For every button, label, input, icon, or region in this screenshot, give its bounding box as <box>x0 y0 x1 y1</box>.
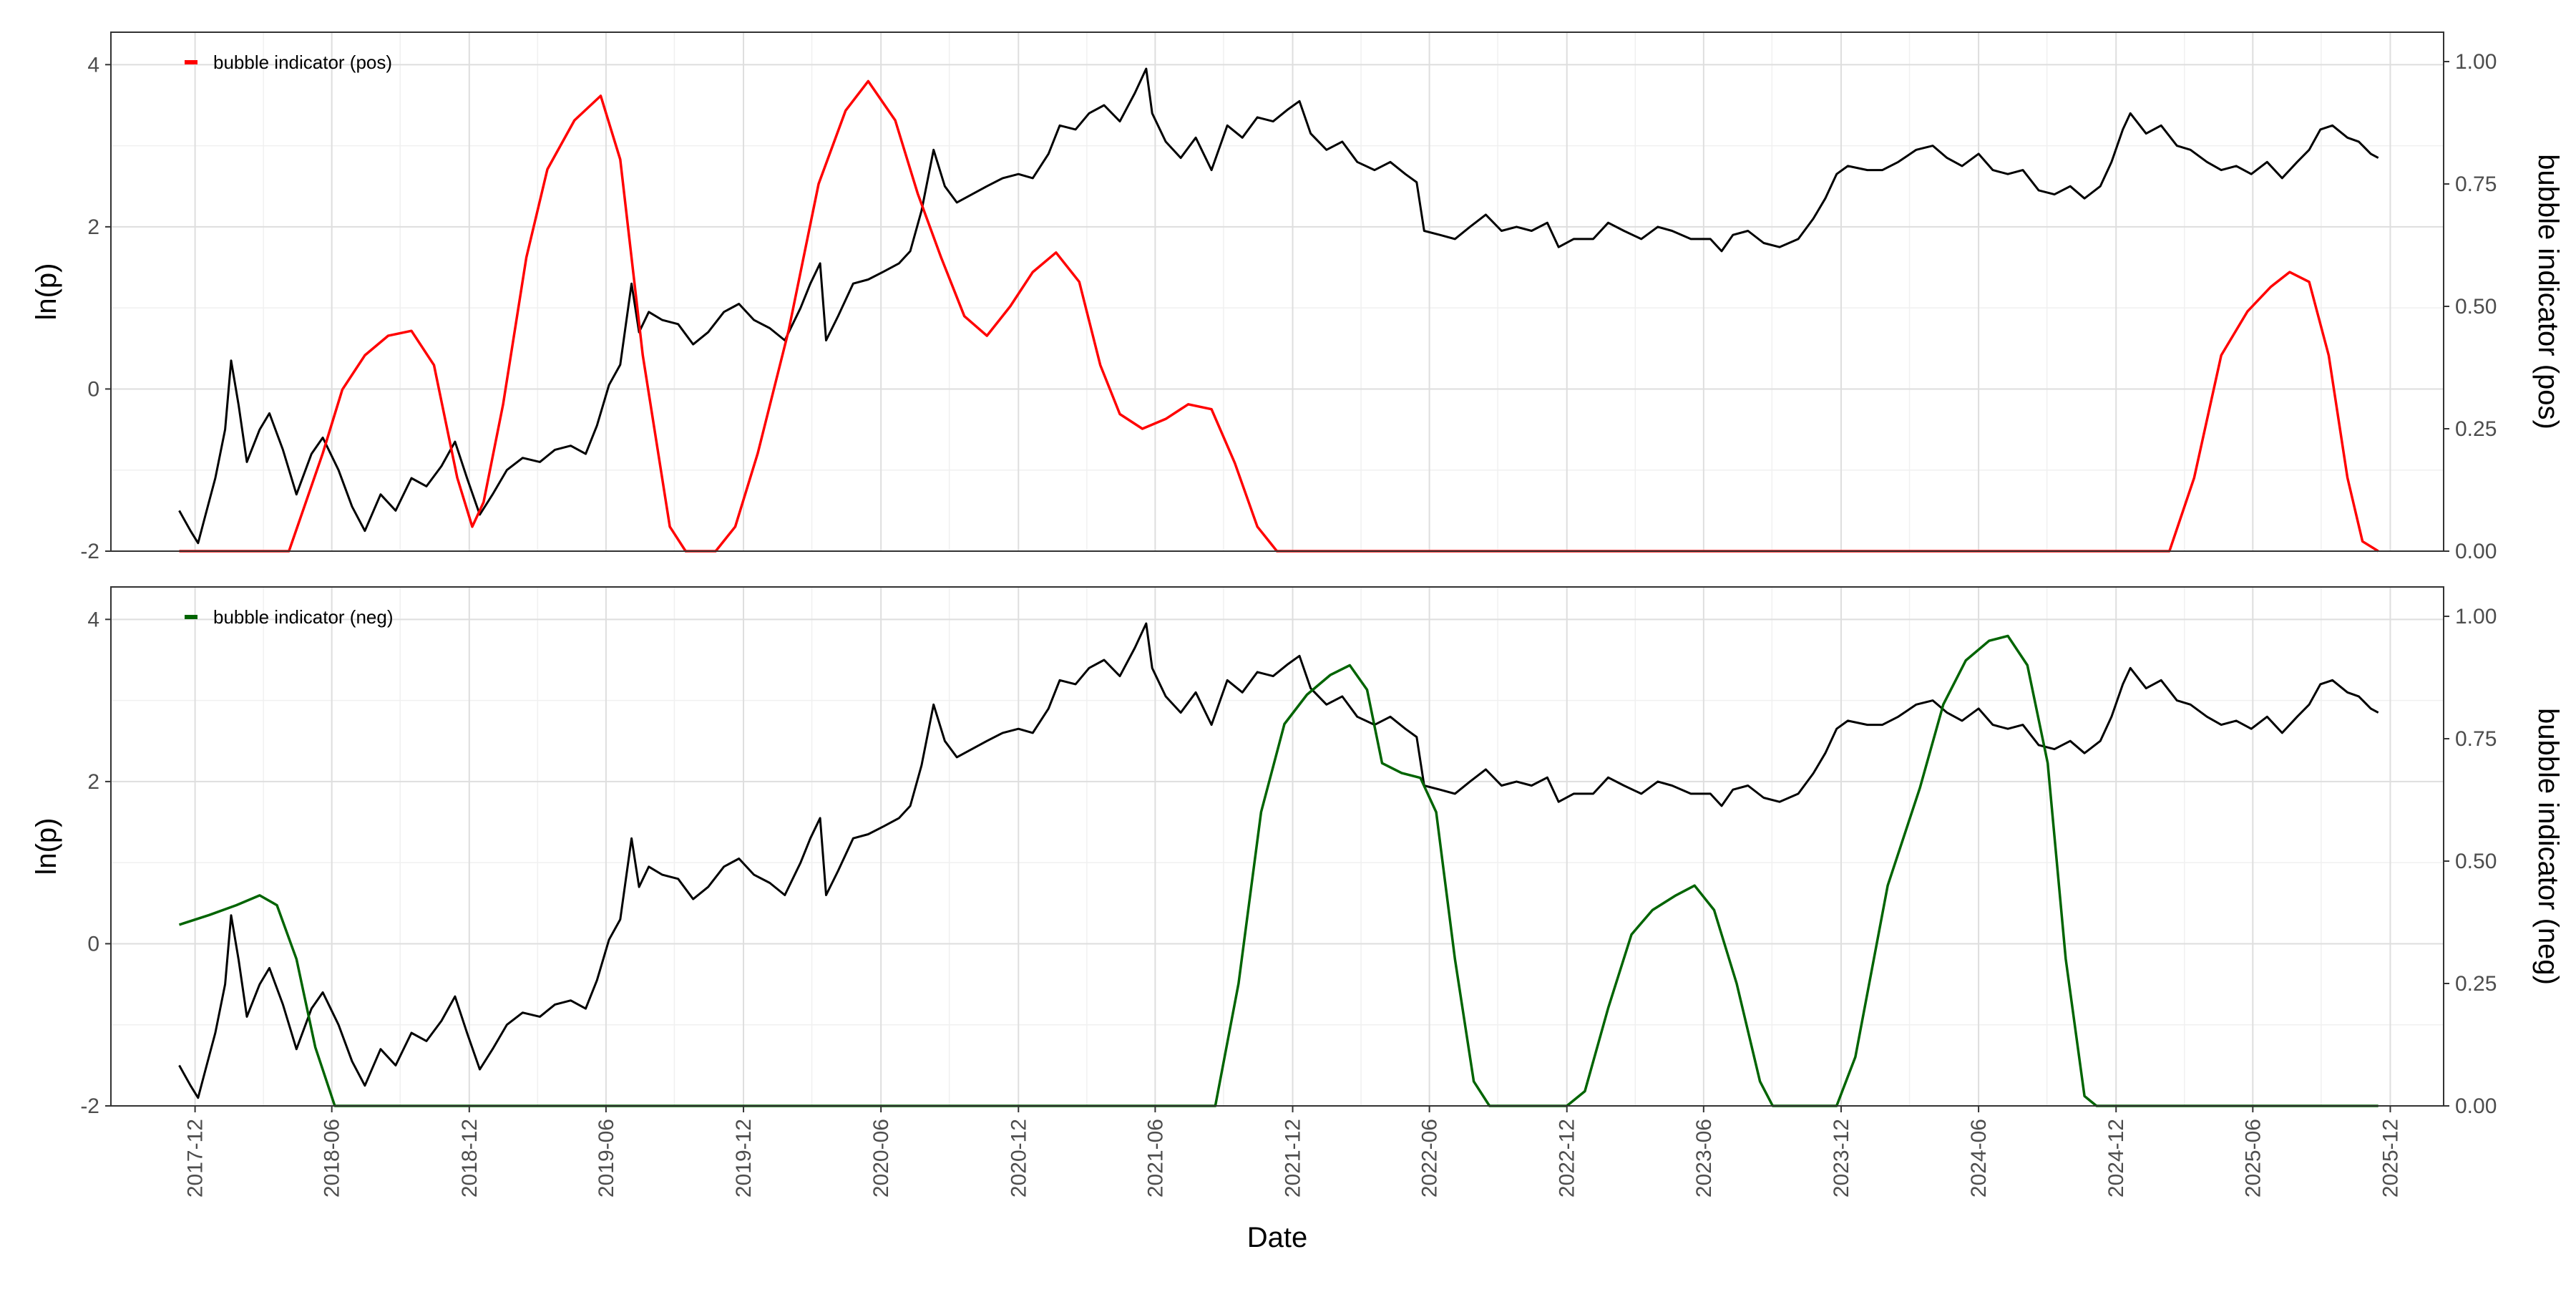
x-axis: 2017-12 2018-06 2018-12 2019-06 2019-12 2020-… <box>184 1106 2402 1198</box>
y-axis-title-right: bubble indicator (neg) <box>2532 708 2564 985</box>
tick-label-right: 1.00 <box>2455 605 2497 628</box>
tick-label-left: -2 <box>80 1094 99 1118</box>
tick-label-x: 2020-06 <box>869 1119 893 1198</box>
y-axis-title-left: ln(p) <box>31 263 62 320</box>
panel-pos: -2 0 2 4 0.00 0.25 0.50 0.75 1.00 bubble indicato… <box>31 31 2564 563</box>
tick-label-left: 2 <box>87 215 99 239</box>
bubble-indicator-line <box>179 79 2379 553</box>
tick-label-left: 4 <box>87 608 99 631</box>
tick-label-x: 2023-12 <box>1830 1119 1853 1198</box>
tick-label-x: 2017-12 <box>184 1119 208 1198</box>
tick-label-left: 4 <box>87 53 99 77</box>
tick-label-left: -2 <box>80 540 99 563</box>
tick-label-x: 2021-06 <box>1143 1119 1167 1198</box>
tick-label-right: 0.75 <box>2455 173 2497 196</box>
tick-label-right: 0.00 <box>2455 540 2497 563</box>
y-axis-title-left: ln(p) <box>31 817 62 875</box>
tick-label-left: 0 <box>87 377 99 401</box>
tick-label-right: 0.25 <box>2455 417 2497 441</box>
tick-label-left: 2 <box>87 770 99 794</box>
panel-background <box>111 587 2444 1106</box>
tick-label-x: 2021-12 <box>1282 1119 1305 1198</box>
tick-label-x: 2022-06 <box>1418 1119 1442 1198</box>
tick-label-x: 2025-06 <box>2241 1119 2265 1198</box>
tick-label-right: 0.25 <box>2455 972 2497 996</box>
legend-label: bubble indicator (neg) <box>213 606 394 628</box>
tick-label-x: 2019-12 <box>732 1119 756 1198</box>
panel-neg: -2 0 2 4 0.00 0.25 0.50 0.75 1.00 bubble indicato… <box>31 586 2564 1118</box>
tick-label-left: 0 <box>87 932 99 956</box>
legend-label: bubble indicator (pos) <box>213 52 392 73</box>
tick-label-x: 2024-12 <box>2104 1119 2128 1198</box>
tick-label-x: 2018-06 <box>321 1119 344 1198</box>
x-axis-title: Date <box>1247 1222 1308 1253</box>
tick-label-x: 2019-06 <box>595 1119 618 1198</box>
tick-label-right: 0.50 <box>2455 295 2497 319</box>
tick-label-x: 2020-12 <box>1007 1119 1030 1198</box>
tick-label-right: 0.50 <box>2455 850 2497 873</box>
y-axis-title-right: bubble indicator (pos) <box>2532 154 2564 429</box>
tick-label-x: 2023-06 <box>1692 1119 1716 1198</box>
tick-label-x: 2022-12 <box>1556 1119 1579 1198</box>
tick-label-x: 2018-12 <box>458 1119 482 1198</box>
tick-label-right: 0.00 <box>2455 1094 2497 1118</box>
panel-border <box>110 31 2444 552</box>
price-line <box>178 67 2379 545</box>
panel-background <box>111 32 2444 551</box>
tick-label-right: 0.75 <box>2455 727 2497 751</box>
tick-label-right: 1.00 <box>2455 50 2497 74</box>
panel-border <box>110 586 2444 1107</box>
price-line <box>178 622 2379 1099</box>
tick-label-x: 2025-12 <box>2379 1119 2402 1198</box>
tick-label-x: 2024-06 <box>1967 1119 1991 1198</box>
